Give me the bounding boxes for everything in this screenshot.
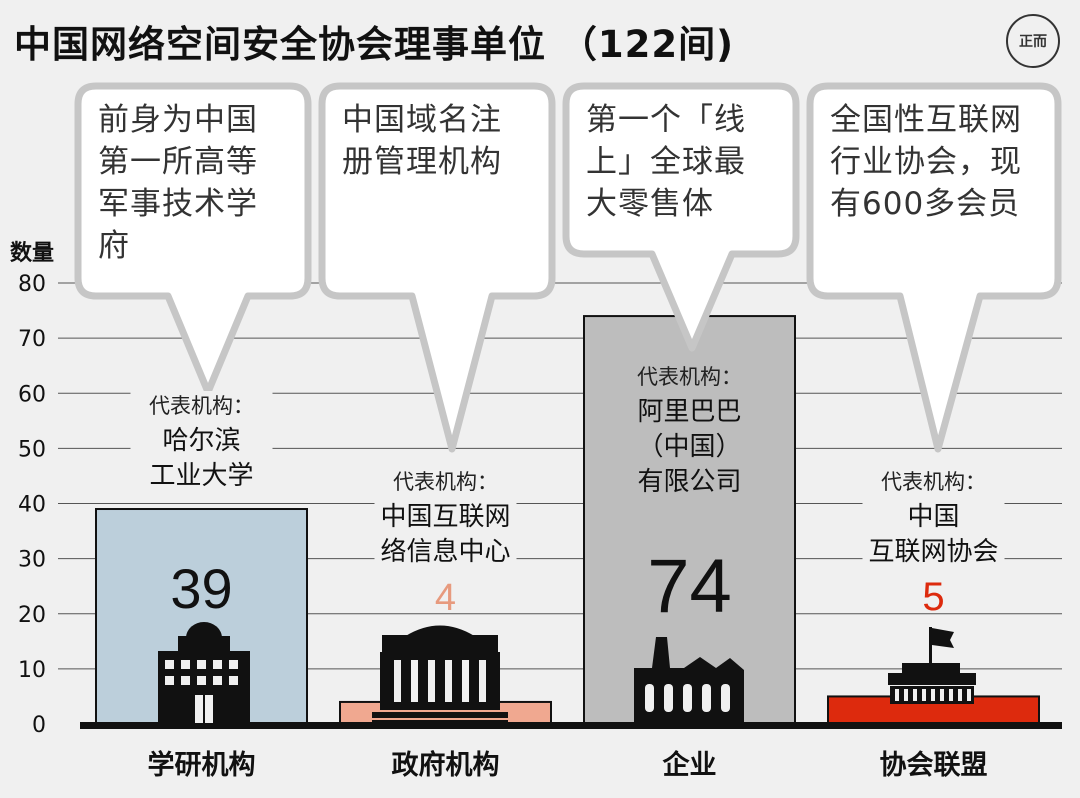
rep-name-label: 互联网协会 [868, 537, 998, 567]
rep-prefix-label: 代表机构： [393, 470, 498, 494]
y-tick-label: 80 [18, 272, 46, 297]
bar [583, 315, 796, 725]
callout-text: 册管理机构 [342, 144, 502, 180]
y-tick-label: 30 [18, 548, 46, 573]
logo-icon: 正而 [1006, 14, 1060, 68]
rep-name-label: 阿里巴巴 [637, 397, 741, 427]
category-label: 协会联盟 [880, 750, 988, 781]
rep-prefix-label: 代表机构： [881, 470, 986, 494]
callout-text: 行业协会，现 [830, 144, 1022, 180]
callout-text: 第一个「线 [586, 102, 746, 138]
school-building-icon [158, 622, 250, 723]
x-axis-line [80, 722, 1062, 729]
y-tick-label: 20 [18, 603, 46, 628]
y-axis-label: 数量 [10, 240, 54, 266]
callout-text: 大零售体 [586, 186, 714, 222]
category-label: 政府机构 [392, 749, 500, 781]
rep-name-label: 中国 [907, 502, 959, 532]
callout-text: 有600多会员 [830, 186, 1020, 222]
y-tick-label: 60 [18, 382, 46, 407]
callout-shape [562, 82, 800, 352]
y-tick-label: 40 [18, 493, 46, 518]
label-background [862, 467, 1005, 565]
value-label: 39 [170, 557, 232, 620]
rep-name-label: （中国） [637, 432, 741, 462]
factory-icon [634, 637, 744, 723]
callout-text: 全国性互联网 [830, 102, 1022, 138]
callout-text: 军事技术学 [98, 186, 258, 222]
callout-shape [318, 82, 556, 453]
callout-text: 第一所高等 [98, 144, 258, 180]
bars [80, 315, 1062, 729]
rep-name-label: 有限公司 [637, 467, 741, 497]
rep-prefix-label: 代表机构： [149, 394, 254, 418]
callouts: 前身为中国第一所高等军事技术学府中国域名注册管理机构第一个「线上」全球最大零售体… [74, 82, 1062, 453]
y-tick-label: 10 [18, 658, 46, 683]
label-background [374, 467, 517, 565]
category-label: 企业 [663, 749, 717, 781]
chart-title: 中国网络空间安全协会理事单位 （122间) [14, 23, 735, 66]
association-building-flag-icon [888, 627, 976, 704]
rep-name-label: 工业大学 [149, 461, 253, 491]
rep-name-label: 中国互联网 [380, 502, 510, 532]
government-building-icon [372, 625, 508, 723]
value-label: 74 [647, 544, 732, 629]
callout-text: 府 [98, 228, 130, 264]
rep-name-label: 哈尔滨 [162, 426, 240, 456]
callout-text: 上」全球最 [586, 144, 746, 180]
value-label: 5 [922, 575, 944, 619]
rep-prefix-label: 代表机构： [637, 365, 742, 389]
callout-text: 中国域名注 [342, 102, 502, 138]
y-tick-label: 70 [18, 327, 46, 352]
callout-shape [806, 82, 1062, 453]
rep-name-label: 络信息中心 [380, 537, 510, 567]
callout-shape [74, 82, 312, 396]
y-tick-label: 50 [18, 437, 46, 462]
y-tick-label: 0 [32, 713, 46, 738]
category-label: 学研机构 [148, 749, 256, 781]
callout-text: 前身为中国 [98, 102, 258, 138]
label-background [130, 391, 273, 489]
value-label: 4 [435, 577, 456, 619]
